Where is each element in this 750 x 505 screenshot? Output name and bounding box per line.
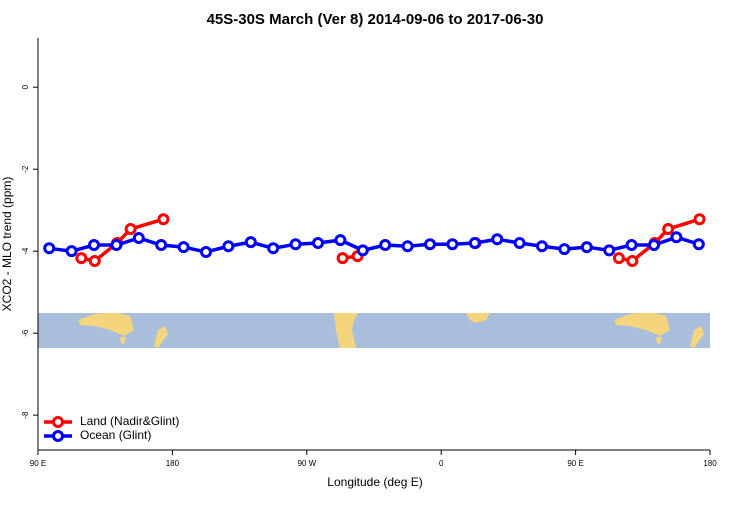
point xyxy=(580,241,593,254)
point xyxy=(124,223,137,236)
point xyxy=(401,240,414,253)
point xyxy=(446,238,459,251)
point xyxy=(267,242,280,255)
y-tick-label: -6 xyxy=(21,329,30,337)
x-tick-label: 90 E xyxy=(567,459,583,468)
point xyxy=(43,242,56,255)
y-tick-label: -4 xyxy=(21,247,30,255)
legend: Land (Nadir&Glint)Ocean (Glint) xyxy=(44,414,179,442)
legend-label: Land (Nadir&Glint) xyxy=(80,414,179,428)
point xyxy=(289,238,302,251)
chart-title: 45S-30S March (Ver 8) 2014-09-06 to 2017… xyxy=(207,11,544,28)
point xyxy=(177,241,190,254)
point xyxy=(491,233,504,246)
point xyxy=(88,255,101,268)
x-tick-label: 90 E xyxy=(30,459,46,468)
y-tick-label: -8 xyxy=(21,411,30,419)
point xyxy=(536,240,548,253)
point xyxy=(379,239,392,252)
x-tick-label: 0 xyxy=(439,459,444,468)
x-tick-label: 90 W xyxy=(297,459,316,468)
y-tick-label: -2 xyxy=(21,165,30,173)
point xyxy=(648,239,660,252)
point xyxy=(670,231,683,244)
legend-label: Ocean (Glint) xyxy=(80,428,151,442)
point xyxy=(626,255,639,268)
x-tick-label: 180 xyxy=(166,459,180,468)
point xyxy=(312,236,324,249)
point xyxy=(110,239,123,252)
point xyxy=(625,239,638,252)
point xyxy=(244,236,257,249)
map-band xyxy=(38,313,710,348)
point xyxy=(75,252,88,265)
point xyxy=(468,236,481,249)
point xyxy=(222,240,235,253)
legend-marker xyxy=(52,430,64,442)
point xyxy=(513,236,526,249)
point xyxy=(336,252,349,265)
point xyxy=(200,245,212,258)
point xyxy=(558,243,571,256)
point xyxy=(88,239,100,252)
point xyxy=(157,213,170,226)
point xyxy=(356,244,369,257)
point xyxy=(603,244,616,257)
y-tick-label: 0 xyxy=(21,84,30,89)
point xyxy=(334,234,347,247)
point xyxy=(693,213,706,226)
point xyxy=(424,238,436,251)
point xyxy=(65,245,78,258)
x-tick-label: 180 xyxy=(703,459,717,468)
series-line xyxy=(48,235,700,254)
point xyxy=(692,238,705,251)
y-axis-label: XCO2 - MLO trend (ppm) xyxy=(0,177,14,312)
x-axis-label: Longitude (deg E) xyxy=(327,475,422,489)
point xyxy=(132,232,145,245)
point xyxy=(612,252,625,265)
legend-marker xyxy=(52,416,64,428)
point xyxy=(155,239,168,252)
point xyxy=(662,223,675,236)
